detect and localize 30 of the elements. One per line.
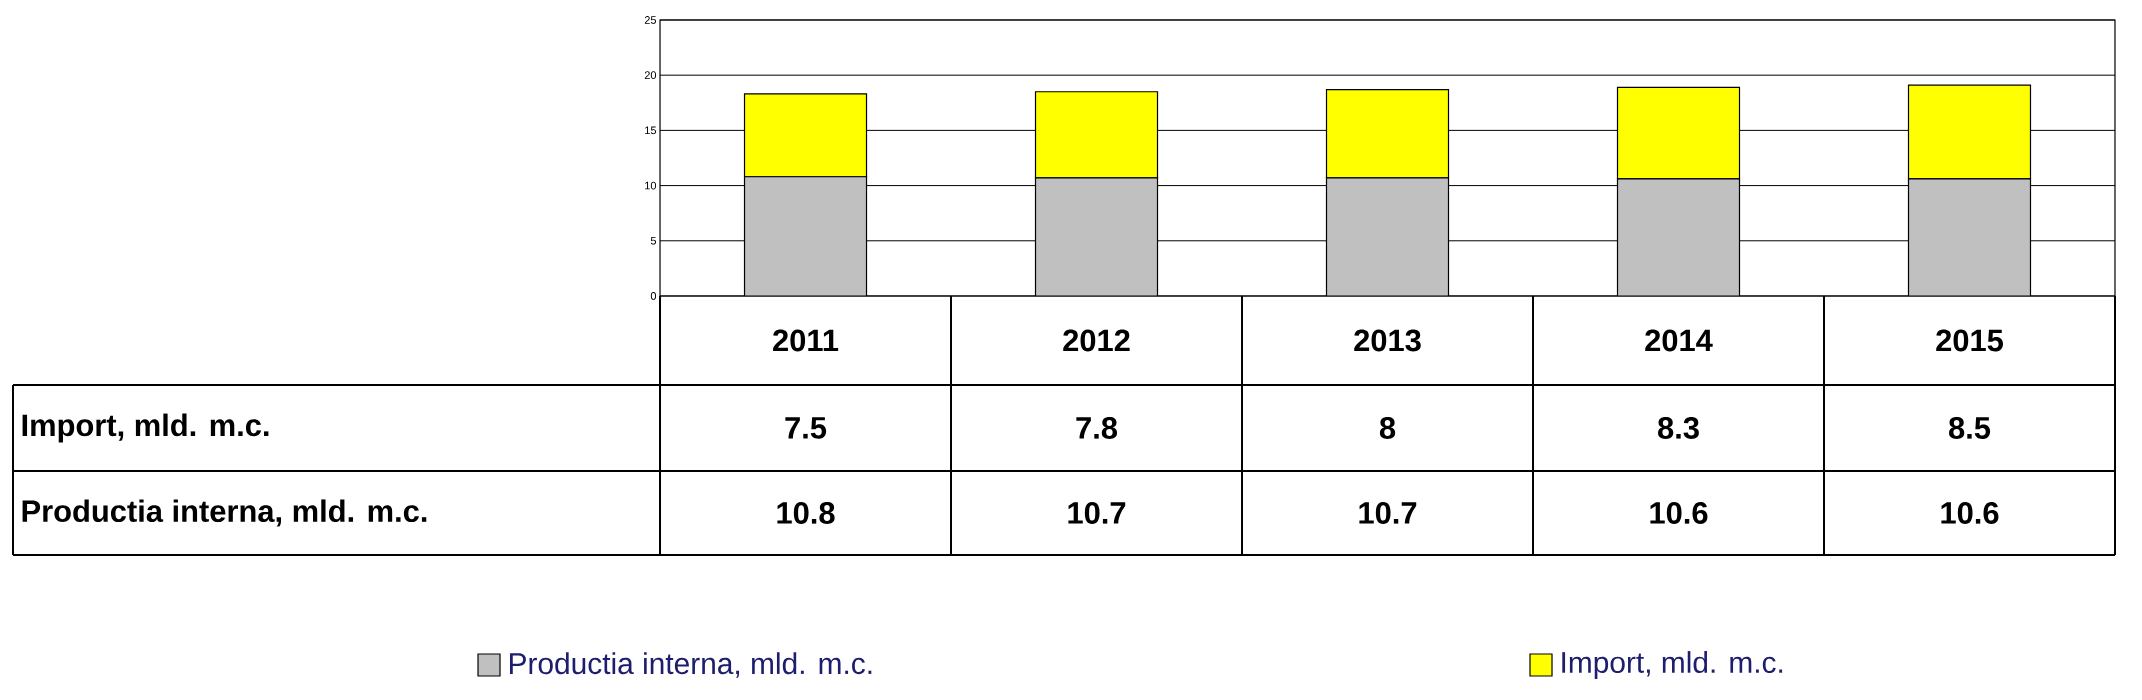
x-tick-label: 2011 [773,329,839,352]
data-label: 10.8 [777,502,835,524]
bar [1907,178,2032,296]
y-tick-label: 5 [650,236,657,245]
data-label: 10.7 [1068,502,1126,524]
y-tick-label: 15 [645,126,657,135]
data-label: 8.3 [1658,417,1699,439]
bar [1325,177,1450,296]
legend-label: Productia interna, mld. m.c. [509,652,872,678]
x-tick-label: 2014 [1645,329,1713,352]
y-tick-label: 25 [644,16,657,24]
data-label: 7.5 [785,417,827,439]
data-label: 7.8 [1076,417,1118,439]
bar [1034,177,1159,296]
data-label: 10.7 [1359,502,1417,524]
bar [743,176,868,296]
data-label: 10.6 [1941,502,1999,524]
y-tick-label: 10 [645,181,657,190]
data-label: 8.5 [1949,417,1991,439]
y-tick-label: 20 [644,71,657,80]
text: Productia interna, mld. m.c. [22,499,427,527]
text: Import, mld. m.c. [22,413,269,443]
data-label: 8 [1379,417,1396,439]
data-label: 10.6 [1650,502,1708,524]
legend-label: Import, mld. m.c. [1562,651,1783,679]
x-tick-label: 2013 [1354,329,1421,352]
x-tick-label: 2012 [1063,329,1130,352]
x-tick-label: 2015 [1936,329,2003,352]
y-tick-label: 0 [650,292,657,300]
bar [1616,178,1741,296]
